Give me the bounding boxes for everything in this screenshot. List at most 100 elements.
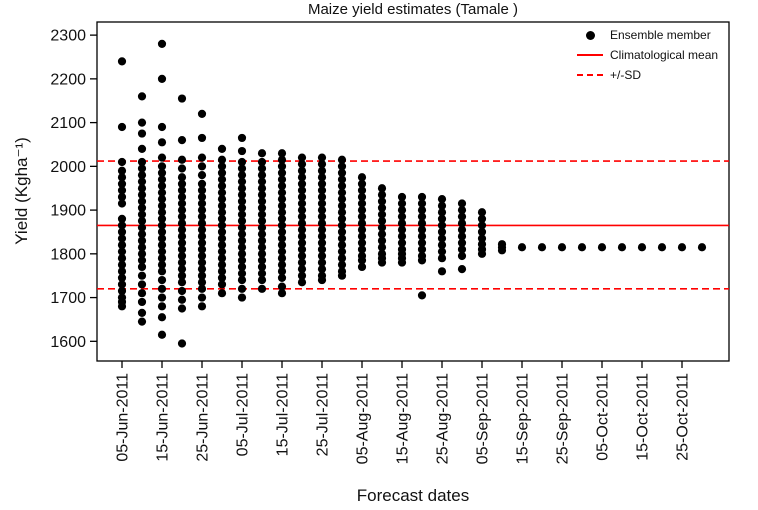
ensemble-dot [477, 227, 487, 237]
ensemble-dot [317, 212, 327, 221]
ensemble-dot [337, 201, 347, 210]
ensemble-dot [117, 247, 127, 256]
ensemble-dot [217, 168, 227, 178]
ensemble-dot [297, 212, 307, 221]
ensemble-dot [237, 133, 247, 143]
ensemble-dot [257, 203, 267, 213]
ensemble-dot [177, 205, 187, 215]
ensemble-dot [177, 94, 187, 103]
ensemble-dot [297, 238, 307, 247]
ensemble-dot [137, 184, 147, 193]
ensemble-dot [257, 177, 267, 186]
ensemble-dot [277, 201, 287, 210]
ensemble-dot [437, 234, 447, 243]
ensemble-dot [277, 208, 287, 217]
legend: Ensemble member Climatological mean +/-S… [576, 27, 718, 83]
ensemble-dot [237, 203, 247, 213]
ensemble-dot [317, 245, 327, 254]
ensemble-dot [137, 216, 147, 226]
ensemble-dot [297, 232, 307, 241]
ensemble-dot [697, 243, 707, 252]
ensemble-dot [317, 199, 327, 208]
ensemble-dot [577, 243, 587, 252]
ensemble-dot [437, 247, 447, 256]
ensemble-dot [417, 232, 427, 241]
ensemble-dot [377, 184, 387, 193]
ensemble-dot [157, 214, 167, 223]
ensemble-dot [257, 197, 267, 206]
ensemble-dot [217, 162, 227, 171]
y-tick-label: 1900 [50, 203, 86, 220]
ensemble-dot [237, 170, 247, 180]
ensemble-dot [137, 308, 147, 317]
ensemble-dot [117, 221, 127, 230]
ensemble-dot [617, 243, 627, 252]
x-tick-label: 05-Sep-2011 [475, 373, 492, 464]
ensemble-dot [377, 223, 387, 232]
ensemble-dot [417, 238, 427, 247]
ensemble-dot [437, 267, 447, 276]
ensemble-dot [117, 227, 127, 237]
ensemble-dot [277, 282, 287, 291]
ensemble-dot [137, 256, 147, 265]
ensemble-dot [317, 173, 327, 182]
ensemble-dot [197, 271, 207, 280]
ensemble-dot [197, 245, 207, 254]
ensemble-dot [317, 275, 327, 285]
ensemble-dot [157, 267, 167, 276]
ensemble-dot [437, 214, 447, 223]
ensemble-dot [137, 144, 147, 153]
ensemble-dot [477, 221, 487, 230]
ensemble-dot [297, 278, 307, 287]
ensemble-dot [397, 238, 407, 247]
ensemble-dot [137, 177, 147, 186]
ensemble-dot [437, 221, 447, 230]
ensemble-dot [397, 258, 407, 267]
ensemble-dot [357, 232, 367, 241]
ensemble-dot [117, 179, 127, 188]
ensemble-dot [357, 199, 367, 208]
ensemble-dot [277, 181, 287, 191]
ensemble-dot [277, 188, 287, 197]
ensemble-dot [297, 173, 307, 182]
ensemble-dot [317, 186, 327, 195]
ensemble-dot [477, 249, 487, 258]
ensemble-dot [177, 265, 187, 274]
ensemble-dot [157, 162, 167, 171]
x-tick-label: 15-Sep-2011 [515, 373, 532, 464]
ensemble-dot [177, 339, 187, 348]
ensemble-dot [237, 184, 247, 193]
ensemble-dot [377, 203, 387, 213]
ensemble-dot [157, 275, 167, 285]
ensemble-dot [257, 210, 267, 219]
ensemble-dot [277, 267, 287, 276]
ensemble-dot [117, 173, 127, 182]
ensemble-dot [197, 278, 207, 287]
ensemble-dot [177, 173, 187, 182]
ensemble-dot [237, 236, 247, 245]
ensemble-dot [137, 197, 147, 206]
ensemble-dot [257, 256, 267, 265]
ensemble-dot [277, 175, 287, 184]
ensemble-dot [197, 133, 207, 143]
ensemble-dot [257, 190, 267, 199]
ensemble-dot [197, 238, 207, 247]
ensemble-dot [197, 186, 207, 195]
ensemble-dot [217, 175, 227, 184]
ensemble-dot [377, 243, 387, 252]
ensemble-dot [197, 179, 207, 188]
y-tick-label: 1700 [50, 290, 86, 307]
ensemble-dot [257, 170, 267, 180]
ensemble-dot [597, 243, 607, 252]
ensemble-dot [317, 225, 327, 234]
ensemble-dot [257, 249, 267, 258]
ensemble-dot [317, 258, 327, 267]
ensemble-dot [477, 234, 487, 243]
ensemble-dot [117, 302, 127, 311]
ensemble-dot [237, 177, 247, 186]
ensemble-dot-icon [576, 30, 604, 40]
ensemble-dot [117, 234, 127, 243]
ensemble-dot [217, 234, 227, 243]
ensemble-dot [417, 245, 427, 254]
ensemble-dot [377, 258, 387, 267]
